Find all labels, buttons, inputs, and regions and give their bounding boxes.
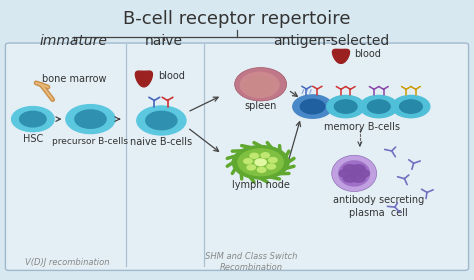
Circle shape xyxy=(360,95,398,118)
Circle shape xyxy=(367,100,390,113)
Ellipse shape xyxy=(235,67,287,101)
Circle shape xyxy=(75,110,106,128)
Circle shape xyxy=(137,106,186,135)
Circle shape xyxy=(352,174,365,182)
Circle shape xyxy=(339,169,352,177)
Ellipse shape xyxy=(244,76,273,95)
Text: immature: immature xyxy=(40,34,108,48)
Circle shape xyxy=(19,111,46,127)
Circle shape xyxy=(238,149,283,176)
Text: blood: blood xyxy=(354,49,381,59)
Circle shape xyxy=(269,158,277,163)
Circle shape xyxy=(301,99,325,114)
Circle shape xyxy=(327,95,365,118)
Circle shape xyxy=(250,153,258,158)
Circle shape xyxy=(343,165,356,172)
Polygon shape xyxy=(332,49,349,63)
Text: memory B-cells: memory B-cells xyxy=(324,122,400,132)
Circle shape xyxy=(261,153,270,158)
Circle shape xyxy=(392,95,430,118)
Text: bone marrow: bone marrow xyxy=(42,74,106,84)
Text: naive B-cells: naive B-cells xyxy=(130,137,192,147)
FancyBboxPatch shape xyxy=(5,43,469,270)
Circle shape xyxy=(232,146,289,179)
Circle shape xyxy=(247,165,255,170)
Ellipse shape xyxy=(338,160,370,187)
Circle shape xyxy=(343,174,356,182)
Text: spleen: spleen xyxy=(245,101,277,111)
Circle shape xyxy=(244,159,252,164)
Circle shape xyxy=(11,107,54,132)
Text: precursor B-cells: precursor B-cells xyxy=(53,137,128,146)
Polygon shape xyxy=(136,71,153,87)
Circle shape xyxy=(267,164,275,169)
Circle shape xyxy=(66,105,115,134)
Circle shape xyxy=(255,159,266,166)
Circle shape xyxy=(356,169,369,177)
Circle shape xyxy=(349,171,359,176)
Circle shape xyxy=(146,111,177,130)
Text: blood: blood xyxy=(158,71,185,81)
Circle shape xyxy=(334,100,357,113)
Ellipse shape xyxy=(239,72,280,98)
Text: SHM and Class Switch
Recombination: SHM and Class Switch Recombination xyxy=(205,252,297,272)
Circle shape xyxy=(400,100,422,113)
Circle shape xyxy=(293,95,332,118)
Text: antigen-selected: antigen-selected xyxy=(273,34,390,48)
Text: naive: naive xyxy=(145,34,183,48)
Text: antibody secreting
plasma  cell: antibody secreting plasma cell xyxy=(333,195,424,218)
Text: HSC: HSC xyxy=(23,134,43,144)
Text: V(D)J recombination: V(D)J recombination xyxy=(25,258,109,267)
Circle shape xyxy=(257,167,266,172)
Circle shape xyxy=(352,165,365,172)
Text: B-cell receptor repertoire: B-cell receptor repertoire xyxy=(123,10,351,28)
Ellipse shape xyxy=(332,155,377,192)
Text: lymph node: lymph node xyxy=(232,180,290,190)
